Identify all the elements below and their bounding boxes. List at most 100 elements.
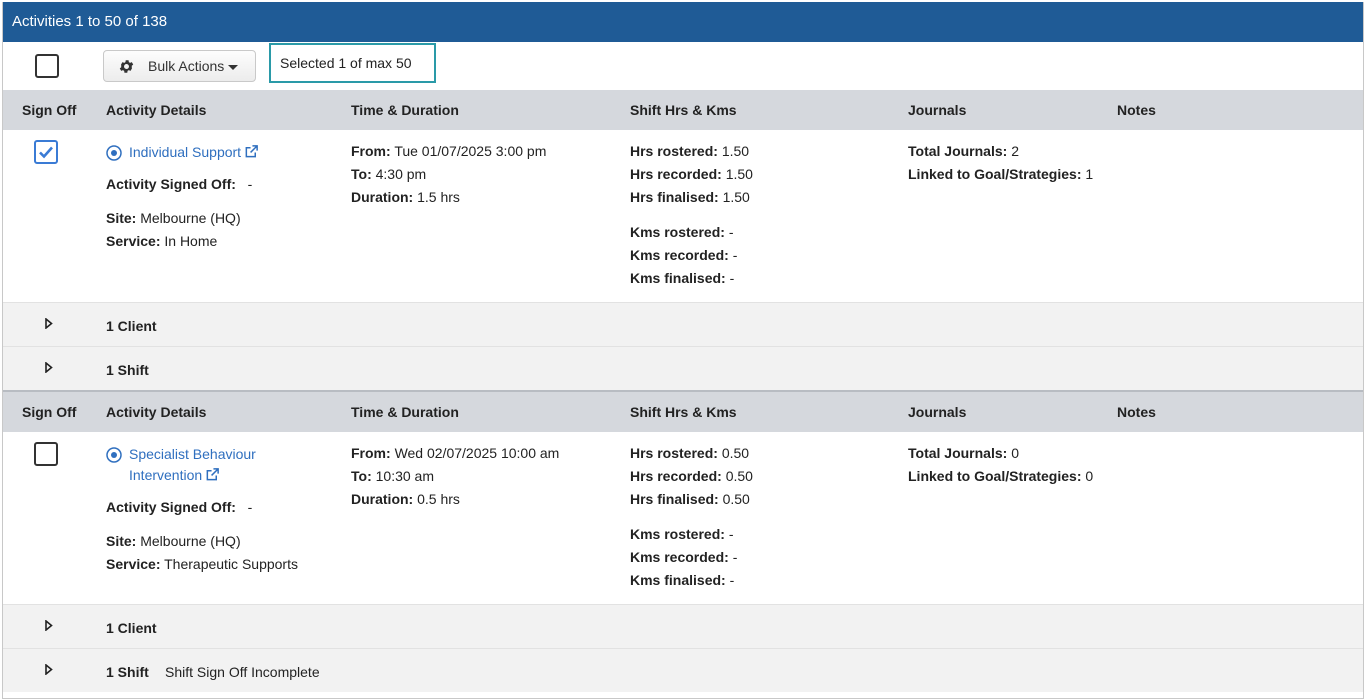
total-journals-label: Total Journals: bbox=[908, 445, 1008, 461]
duration-label: Duration: bbox=[351, 491, 414, 507]
from-value: Wed 02/07/2025 10:00 am bbox=[394, 445, 560, 461]
header-activity-details: Activity Details bbox=[106, 404, 207, 420]
service-value: Therapeutic Supports bbox=[164, 556, 298, 572]
service-value: In Home bbox=[164, 233, 218, 249]
linked-goals-value: 0 bbox=[1085, 468, 1094, 484]
journals-cell: Total Journals: 2 Linked to Goal/Strateg… bbox=[908, 140, 1093, 186]
activity-link[interactable]: Individual Support bbox=[106, 142, 336, 163]
duration-label: Duration: bbox=[351, 189, 414, 205]
header-notes: Notes bbox=[1117, 102, 1156, 118]
triangle-right-icon bbox=[45, 318, 53, 329]
service-label: Service: bbox=[106, 556, 161, 572]
linked-goals-label: Linked to Goal/Strategies: bbox=[908, 166, 1082, 182]
target-icon bbox=[106, 447, 122, 463]
checkmark-icon bbox=[39, 146, 53, 159]
kms-rostered-value: - bbox=[728, 224, 734, 240]
time-duration-cell: From: Tue 01/07/2025 3:00 pm To: 4:30 pm… bbox=[351, 140, 546, 209]
to-label: To: bbox=[351, 166, 372, 182]
to-label: To: bbox=[351, 468, 372, 484]
activity-link[interactable]: Specialist Behaviour Intervention bbox=[106, 444, 336, 486]
activity-row: Individual Support Activity Signed Off: … bbox=[3, 130, 1363, 302]
target-icon bbox=[106, 145, 122, 161]
from-label: From: bbox=[351, 445, 391, 461]
linked-goals-label: Linked to Goal/Strategies: bbox=[908, 468, 1082, 484]
kms-finalised-label: Kms finalised: bbox=[630, 572, 726, 588]
site-value: Melbourne (HQ) bbox=[140, 210, 241, 226]
header-activity-details: Activity Details bbox=[106, 102, 207, 118]
header-sign-off: Sign Off bbox=[22, 102, 77, 118]
table-header: Sign Off Activity Details Time & Duratio… bbox=[3, 392, 1363, 432]
shift-expand-row[interactable]: 1 Shift Shift Sign Off Incomplete bbox=[3, 648, 1363, 692]
time-duration-cell: From: Wed 02/07/2025 10:00 am To: 10:30 … bbox=[351, 442, 559, 511]
service-label: Service: bbox=[106, 233, 161, 249]
site-label: Site: bbox=[106, 533, 137, 549]
hrs-finalised-value: 1.50 bbox=[722, 189, 750, 205]
shift-status: Shift Sign Off Incomplete bbox=[165, 664, 320, 680]
shift-hrs-kms-cell: Hrs rostered: 1.50 Hrs recorded: 1.50 Hr… bbox=[630, 140, 753, 290]
client-expand-row[interactable]: 1 Client bbox=[3, 604, 1363, 648]
bulk-actions-button[interactable]: Bulk Actions bbox=[103, 50, 256, 82]
activity-name: Specialist Behaviour Intervention bbox=[129, 446, 256, 483]
header-shift-hrs-kms: Shift Hrs & Kms bbox=[630, 404, 737, 420]
kms-recorded-label: Kms recorded: bbox=[630, 247, 729, 263]
hrs-recorded-value: 1.50 bbox=[725, 166, 753, 182]
client-count: 1 Client bbox=[106, 620, 157, 636]
hrs-recorded-label: Hrs recorded: bbox=[630, 166, 722, 182]
header-notes: Notes bbox=[1117, 404, 1156, 420]
kms-finalised-value: - bbox=[729, 270, 735, 286]
sign-off-checkbox[interactable] bbox=[34, 140, 58, 164]
bulk-actions-label: Bulk Actions bbox=[148, 58, 225, 74]
header-time-duration: Time & Duration bbox=[351, 102, 459, 118]
kms-finalised-label: Kms finalised: bbox=[630, 270, 726, 286]
kms-recorded-value: - bbox=[732, 549, 738, 565]
signed-off-label: Activity Signed Off: bbox=[106, 176, 236, 192]
shift-count: 1 Shift bbox=[106, 362, 149, 378]
total-journals-value: 0 bbox=[1011, 445, 1019, 461]
triangle-right-icon bbox=[45, 664, 53, 675]
shift-expand-row[interactable]: 1 Shift bbox=[3, 346, 1363, 390]
hrs-rostered-label: Hrs rostered: bbox=[630, 445, 718, 461]
caret-down-icon bbox=[228, 64, 239, 70]
from-label: From: bbox=[351, 143, 391, 159]
kms-rostered-label: Kms rostered: bbox=[630, 224, 725, 240]
kms-recorded-label: Kms recorded: bbox=[630, 549, 729, 565]
signed-off-value: - bbox=[247, 176, 253, 192]
to-value: 4:30 pm bbox=[375, 166, 427, 182]
hrs-finalised-value: 0.50 bbox=[722, 491, 750, 507]
activity-row: Specialist Behaviour Intervention Activi… bbox=[3, 432, 1363, 604]
selected-count: Selected 1 of max 50 bbox=[269, 43, 436, 83]
toolbar: Bulk Actions Selected 1 of max 50 bbox=[3, 42, 1363, 90]
triangle-right-icon bbox=[45, 620, 53, 631]
client-count: 1 Client bbox=[106, 318, 157, 334]
duration-value: 0.5 hrs bbox=[417, 491, 460, 507]
triangle-right-icon bbox=[45, 362, 53, 373]
header-shift-hrs-kms: Shift Hrs & Kms bbox=[630, 102, 737, 118]
hrs-rostered-value: 0.50 bbox=[721, 445, 750, 461]
header-journals: Journals bbox=[908, 404, 967, 420]
hrs-finalised-label: Hrs finalised: bbox=[630, 491, 719, 507]
from-value: Tue 01/07/2025 3:00 pm bbox=[394, 143, 547, 159]
linked-goals-value: 1 bbox=[1085, 166, 1094, 182]
site-label: Site: bbox=[106, 210, 137, 226]
kms-finalised-value: - bbox=[729, 572, 735, 588]
sign-off-checkbox[interactable] bbox=[34, 442, 58, 466]
client-expand-row[interactable]: 1 Client bbox=[3, 302, 1363, 346]
kms-recorded-value: - bbox=[732, 247, 738, 263]
site-value: Melbourne (HQ) bbox=[140, 533, 241, 549]
hrs-finalised-label: Hrs finalised: bbox=[630, 189, 719, 205]
hrs-rostered-value: 1.50 bbox=[721, 143, 750, 159]
select-all-checkbox[interactable] bbox=[35, 54, 59, 78]
activity-name: Individual Support bbox=[129, 144, 242, 160]
header-journals: Journals bbox=[908, 102, 967, 118]
panel-title: Activities 1 to 50 of 138 bbox=[3, 2, 1363, 42]
divider bbox=[3, 390, 1363, 392]
hrs-recorded-value: 0.50 bbox=[725, 468, 753, 484]
total-journals-value: 2 bbox=[1011, 143, 1019, 159]
external-link-icon bbox=[206, 468, 220, 481]
total-journals-label: Total Journals: bbox=[908, 143, 1008, 159]
to-value: 10:30 am bbox=[375, 468, 434, 484]
external-link-icon bbox=[245, 145, 258, 158]
kms-rostered-value: - bbox=[728, 526, 734, 542]
signed-off-label: Activity Signed Off: bbox=[106, 499, 236, 515]
